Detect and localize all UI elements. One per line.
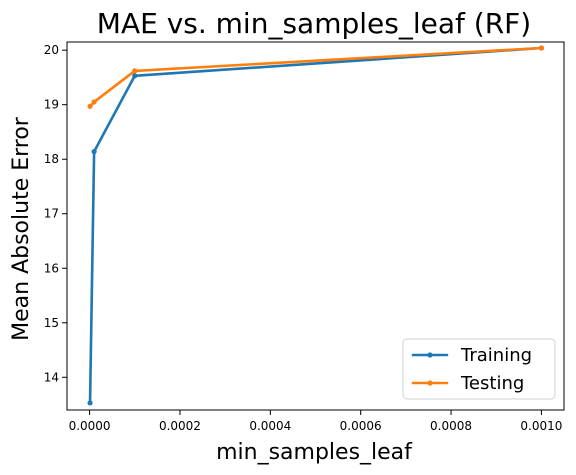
x-tick-label-4: 0.0008 bbox=[430, 419, 472, 433]
chart-title: MAE vs. min_samples_leaf (RF) bbox=[97, 7, 531, 40]
series-line-training bbox=[88, 46, 543, 405]
x-tick-label-5: 0.0010 bbox=[520, 419, 562, 433]
legend-marker-testing bbox=[427, 380, 433, 386]
y-tick-label-4: 18 bbox=[44, 152, 59, 166]
data-point-testing-3 bbox=[538, 45, 545, 51]
legend-label-testing: Testing bbox=[460, 373, 524, 394]
y-tick-label-2: 16 bbox=[44, 261, 59, 275]
y-axis-label: Mean Absolute Error bbox=[9, 116, 34, 341]
data-point-training-1 bbox=[91, 148, 97, 155]
y-tick-label-3: 17 bbox=[44, 207, 59, 221]
y-tick-label-0: 14 bbox=[44, 370, 59, 384]
x-axis-label: min_samples_leaf bbox=[216, 440, 413, 465]
x-tick-label-2: 0.0004 bbox=[249, 419, 291, 433]
legend: Training Testing bbox=[402, 338, 556, 400]
x-tick-label-0: 0.0000 bbox=[69, 419, 111, 433]
data-point-testing-2 bbox=[132, 68, 138, 74]
data-point-testing-1 bbox=[91, 99, 97, 105]
data-point-training-2 bbox=[132, 73, 138, 79]
series-line-testing bbox=[88, 46, 543, 108]
x-tick-label-3: 0.0006 bbox=[340, 419, 382, 433]
data-point-testing-0 bbox=[87, 103, 93, 109]
y-tick-label-1: 15 bbox=[44, 316, 59, 330]
legend-label-training: Training bbox=[460, 345, 532, 366]
plot-area: 0.0000 0.0002 0.0004 0.0006 0.0008 0.0010 14 15… bbox=[44, 41, 565, 433]
y-tick-label-5: 19 bbox=[44, 98, 59, 112]
y-tick-label-6: 20 bbox=[44, 43, 59, 57]
x-tick-label-1: 0.0002 bbox=[159, 419, 201, 433]
plot-frame bbox=[66, 41, 565, 411]
legend-marker-training bbox=[427, 352, 433, 358]
data-point-training-0 bbox=[87, 400, 93, 406]
